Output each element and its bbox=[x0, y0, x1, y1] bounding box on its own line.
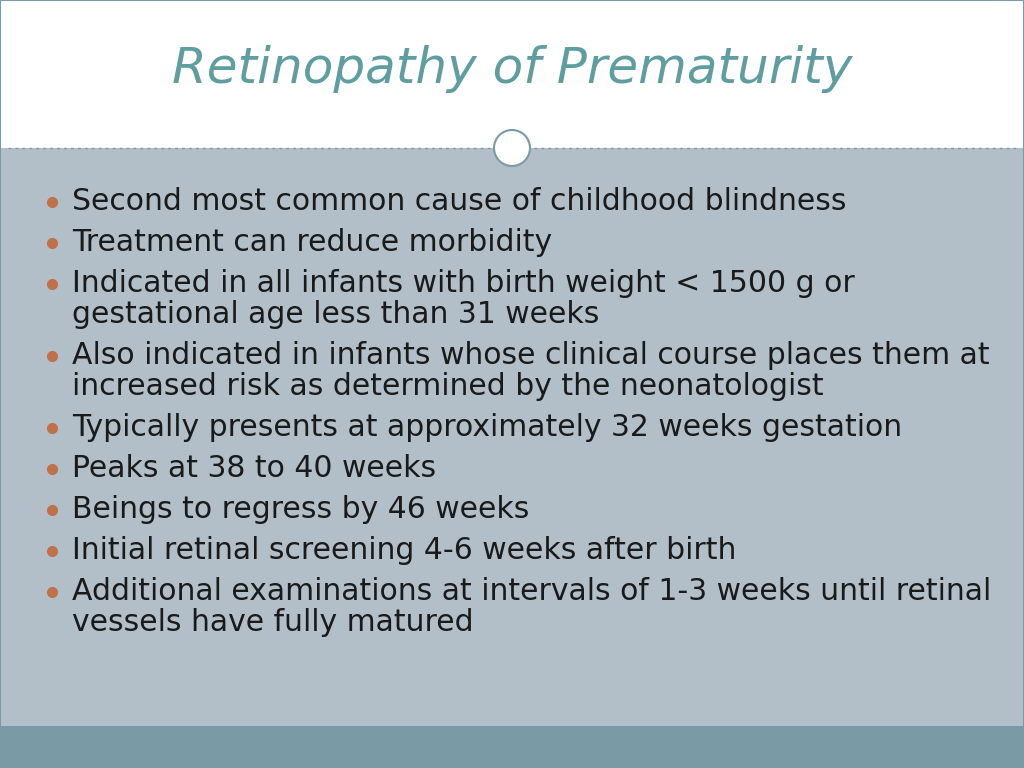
Text: Also indicated in infants whose clinical course places them at: Also indicated in infants whose clinical… bbox=[72, 341, 989, 370]
Text: Typically presents at approximately 32 weeks gestation: Typically presents at approximately 32 w… bbox=[72, 413, 902, 442]
Circle shape bbox=[494, 130, 530, 166]
Text: Treatment can reduce morbidity: Treatment can reduce morbidity bbox=[72, 228, 552, 257]
Text: vessels have fully matured: vessels have fully matured bbox=[72, 608, 474, 637]
Text: increased risk as determined by the neonatologist: increased risk as determined by the neon… bbox=[72, 372, 823, 401]
Text: Additional examinations at intervals of 1-3 weeks until retinal: Additional examinations at intervals of … bbox=[72, 577, 991, 606]
Text: Peaks at 38 to 40 weeks: Peaks at 38 to 40 weeks bbox=[72, 454, 436, 483]
Text: Indicated in all infants with birth weight < 1500 g or: Indicated in all infants with birth weig… bbox=[72, 269, 855, 298]
Text: Second most common cause of childhood blindness: Second most common cause of childhood bl… bbox=[72, 187, 847, 216]
Text: Initial retinal screening 4-6 weeks after birth: Initial retinal screening 4-6 weeks afte… bbox=[72, 536, 736, 565]
Bar bbox=[0, 0, 1024, 148]
Bar bbox=[0, 148, 1024, 726]
Text: Beings to regress by 46 weeks: Beings to regress by 46 weeks bbox=[72, 495, 529, 524]
Bar bbox=[0, 726, 1024, 768]
Text: gestational age less than 31 weeks: gestational age less than 31 weeks bbox=[72, 300, 599, 329]
Text: Retinopathy of Prematurity: Retinopathy of Prematurity bbox=[172, 45, 852, 93]
